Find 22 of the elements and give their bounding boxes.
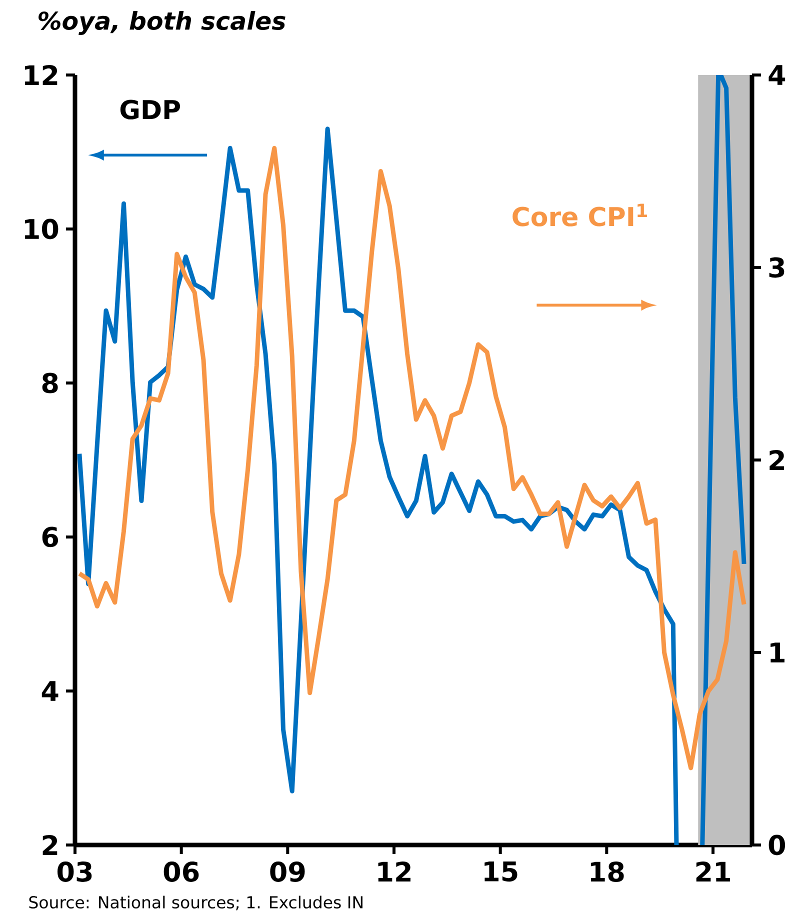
y-tick-label: 10: [24, 218, 58, 240]
x-tick-label: 15: [484, 862, 518, 882]
y2-tick-label: 2: [770, 450, 784, 470]
y2-tick-label: 4: [768, 65, 786, 85]
y2-tick-label: 0: [768, 834, 786, 856]
y2-tick-label: 1: [770, 642, 784, 662]
x-tick-label: 12: [378, 862, 410, 882]
x-tick-label: 09: [270, 862, 305, 882]
x-tick-label: 06: [164, 862, 199, 882]
y2-tick-label: 3: [769, 257, 784, 278]
text: Core CPI$^{1}$: [512, 204, 647, 226]
source-note: Source: National sources; 1. Excludes IN: [29, 896, 362, 910]
y-tick-label: 2: [42, 834, 58, 856]
y-tick-label: 6: [42, 526, 58, 548]
y-tick-label: 4: [42, 681, 58, 701]
text: GDP: [120, 100, 180, 120]
x-tick-label: 21: [696, 862, 730, 882]
y-axis-title: %oya, both scales: [38, 11, 286, 35]
y-tick-label: 12: [24, 64, 58, 86]
x-tick-label: 18: [590, 862, 624, 882]
y-tick-label: 8: [42, 372, 58, 394]
x-tick-label: 03: [58, 862, 92, 882]
